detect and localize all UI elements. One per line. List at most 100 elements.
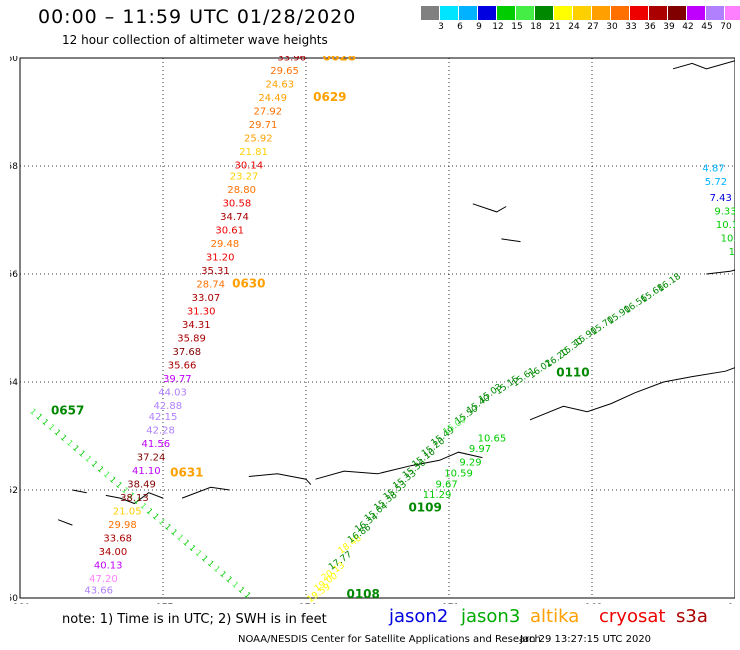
swh-value: 47.20 (89, 574, 118, 585)
swh-value: 9.29 (459, 458, 481, 469)
color-scale-tick: 6 (457, 22, 463, 32)
swh-value: 24.63 (265, 80, 294, 91)
coastline (181, 486, 230, 499)
swh-value: 41.10 (132, 466, 161, 477)
color-scale-tick: 27 (587, 22, 599, 32)
swh-value: 24.49 (258, 93, 287, 104)
swh-value: 29.71 (249, 120, 278, 131)
swh-value: 34.00 (99, 547, 128, 558)
legend-altika: altika (530, 606, 580, 627)
color-scale-tick: 39 (663, 22, 675, 32)
color-scale-tick: 15 (511, 22, 523, 32)
lon-label: -171 (439, 603, 459, 604)
color-scale-tick: 30 (606, 22, 618, 32)
swath-mark: 1 (157, 517, 167, 527)
generated-timestamp: Jan 29 13:27:15 UTC 2020 (520, 634, 652, 645)
coastline (105, 492, 164, 505)
coastline (672, 60, 735, 70)
swh-value: 33.96 (277, 56, 306, 64)
color-swatch (459, 6, 478, 20)
swath-mark: 1 (194, 548, 204, 558)
swath-mark: 1 (236, 585, 246, 595)
swh-value: 41.56 (142, 439, 171, 450)
pass-label: 0630 (232, 277, 265, 291)
swh-value: 28.80 (227, 185, 256, 196)
pass-label: 0108 (346, 587, 379, 601)
color-scale-tick: 12 (492, 22, 504, 32)
pass-label: 0109 (408, 501, 441, 515)
swh-value: 37.68 (173, 347, 202, 358)
swath-mark: 1 (65, 438, 75, 448)
footnote: note: 1) Time is in UTC; 2) SWH is in fe… (62, 612, 327, 627)
coastline (72, 489, 87, 494)
credit-text: NOAA/NESDIS Center for Satellite Applica… (238, 634, 541, 645)
swh-value: 33.07 (192, 293, 221, 304)
swath-mark: 1 (151, 512, 161, 522)
swath-mark: 1 (47, 422, 57, 432)
coastline (315, 451, 483, 480)
color-swatch (535, 6, 554, 20)
lon-label: -180 (10, 603, 30, 604)
swath-mark: 1 (187, 543, 197, 553)
swh-value: 31.30 (187, 307, 216, 318)
swh-value: 9.67 (435, 479, 457, 490)
swh-value: 25.92 (244, 134, 273, 145)
swh-value: 38.49 (127, 479, 156, 490)
color-swatch (554, 6, 573, 20)
color-scale-tick: 3 (438, 22, 444, 32)
pass-label: 0110 (556, 366, 589, 380)
pass-label: 0657 (51, 403, 84, 417)
pass-label: 0628 (323, 56, 356, 64)
color-swatch (497, 6, 516, 20)
swh-value: 10.65 (478, 433, 507, 444)
swh-value: 21.81 (239, 147, 268, 158)
color-swatch (706, 6, 725, 20)
swh-value: 30.61 (215, 226, 244, 237)
swh-value: 29.65 (270, 66, 299, 77)
swath-mark: 1 (206, 559, 216, 569)
swath-mark: 1 (138, 501, 148, 511)
page-subtitle: 12 hour collection of altimeter wave hei… (62, 33, 328, 47)
lon-label: -174 (296, 603, 317, 604)
swath-mark: 1 (126, 491, 136, 501)
swath-mark: 1 (53, 428, 63, 438)
color-swatch (668, 6, 687, 20)
lon-label: -168 (582, 603, 603, 604)
color-scale-tick: 18 (530, 22, 542, 32)
coastline (706, 269, 735, 275)
coastline (248, 473, 312, 485)
swh-value: 43.66 (84, 586, 113, 597)
lat-label: 50 (10, 594, 18, 604)
color-scale-tick: 70 (720, 22, 732, 32)
swath-mark: 1 (59, 433, 69, 443)
coastline (57, 519, 73, 526)
swh-value: 39.77 (163, 374, 192, 385)
swath-mark: 1 (34, 412, 44, 422)
color-scale-bar (421, 6, 740, 20)
map-frame (19, 57, 735, 599)
swh-value: 21.05 (113, 506, 142, 517)
swh-value: 44.03 (158, 388, 187, 399)
color-scale-tick: 21 (549, 22, 561, 32)
wave-height-map: 605856545250-180-177-174-171-168-1651111… (10, 56, 735, 604)
swath-mark: 1 (77, 449, 87, 459)
swath-mark: 1 (71, 443, 81, 453)
swath-mark: 1 (181, 538, 191, 548)
coastline (472, 203, 507, 213)
swh-value: 10.59 (444, 469, 473, 480)
color-swatch (478, 6, 497, 20)
swh-value: 35.66 (168, 361, 197, 372)
swh-value: 30.14 (234, 161, 263, 172)
swh-value: 37.24 (137, 452, 166, 463)
lat-label: 60 (10, 56, 18, 64)
lat-label: 54 (10, 378, 18, 388)
swh-value: 10.19 (716, 220, 735, 231)
lon-label: -177 (153, 603, 173, 604)
page-title: 00:00 – 11:59 UTC 01/28/2020 (38, 6, 357, 28)
color-scale-tick: 24 (568, 22, 580, 32)
swath-mark: 1 (83, 454, 93, 464)
legend-cryosat: cryosat (599, 606, 666, 627)
color-scale-tick: 9 (476, 22, 482, 32)
swath-mark: 1 (120, 485, 130, 495)
swath-mark: 1 (89, 459, 99, 469)
